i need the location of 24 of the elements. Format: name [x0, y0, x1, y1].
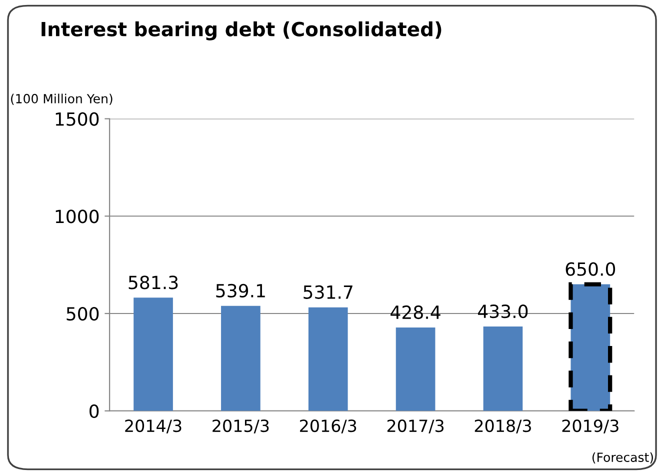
data-label: 428.4: [390, 305, 440, 320]
x-tick-label: 2017/3: [387, 420, 444, 434]
data-label: 531.7: [304, 285, 352, 299]
data-label: 539.1: [216, 284, 265, 298]
chart-title: Interest bearing debt (Consolidated): [42, 21, 442, 40]
x-tick-label: 2016/3: [300, 420, 356, 434]
y-tick-label: 0: [90, 404, 99, 418]
data-label: 581.3: [128, 276, 178, 290]
y-tick-label: 500: [66, 306, 99, 321]
x-tick-label: 2014/3: [125, 420, 182, 434]
bar: [221, 306, 260, 411]
bar: [396, 327, 436, 411]
x-tick-label: 2019/3: [562, 420, 618, 434]
y-tick-label: 1000: [56, 210, 99, 224]
text: (Forecast): [592, 452, 653, 464]
x-tick-label: 2015/3: [212, 420, 269, 434]
bar: [308, 307, 348, 411]
y-axis-title: (100 Million Yen): [11, 94, 112, 105]
data-label: 650.0: [566, 262, 616, 276]
bar: [483, 326, 523, 411]
y-tick-label: 1500: [56, 112, 99, 126]
data-label: 433.0: [478, 304, 528, 318]
x-tick-label: 2018/3: [474, 420, 531, 434]
bar: [134, 298, 173, 411]
